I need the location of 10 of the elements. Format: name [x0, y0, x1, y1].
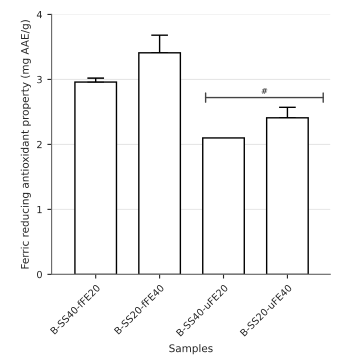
y-axis-title: Ferric reducing antioxidant property (mg AAE/g)	[20, 20, 31, 269]
bar	[202, 137, 245, 274]
bar	[74, 81, 118, 274]
y-tick-label: 4	[36, 11, 42, 18]
y-tick-label: 2	[37, 140, 42, 148]
y-tick-label: 3	[37, 76, 42, 84]
y-tick-label: 0	[37, 270, 42, 278]
x-axis-title: Samples	[169, 344, 213, 354]
y-tick-label: 1	[37, 206, 42, 214]
annotation: #	[262, 88, 268, 94]
